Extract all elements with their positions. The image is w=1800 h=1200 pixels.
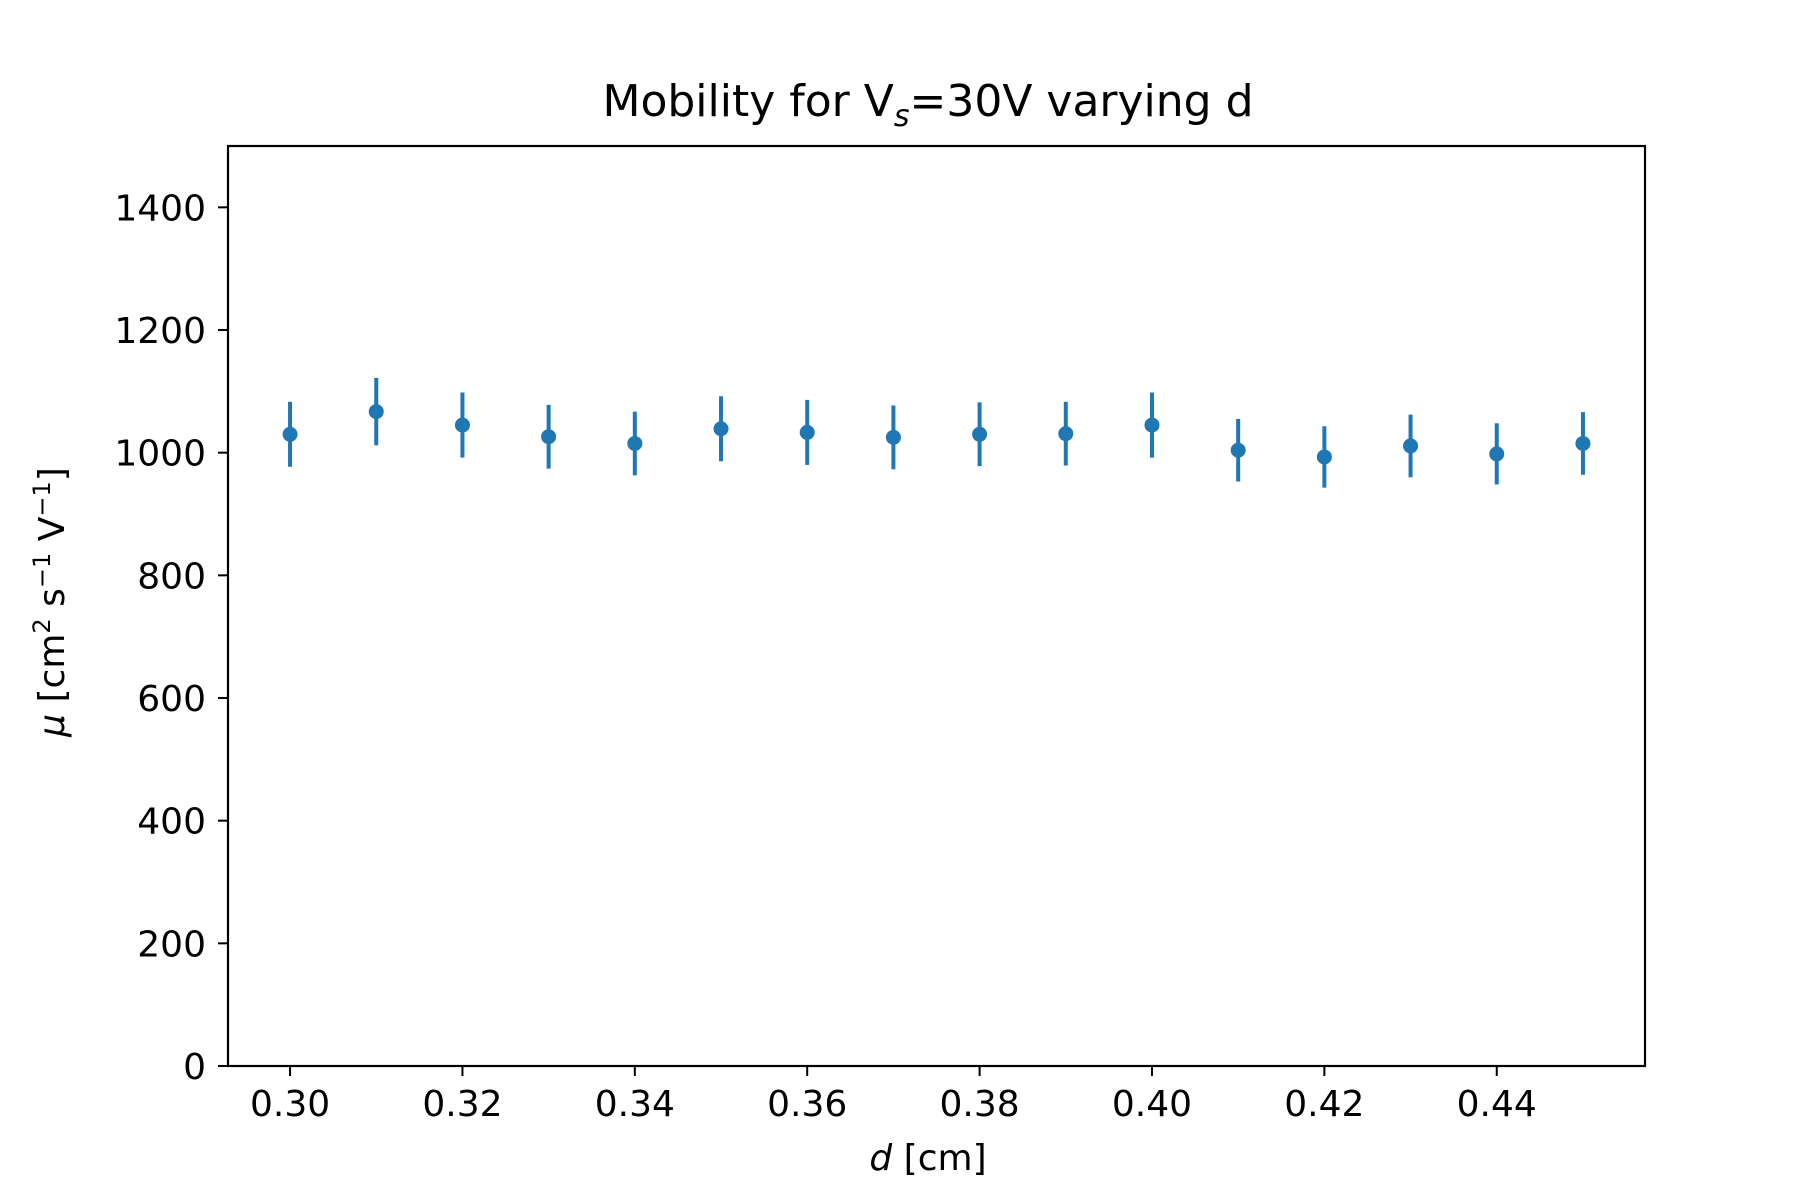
plot-area-frame <box>226 144 1647 1068</box>
data-point <box>1316 449 1332 465</box>
y-tick-label: 600 <box>137 679 206 720</box>
y-tick-label: 800 <box>137 556 206 597</box>
x-axis-label: d [cm] <box>869 1138 986 1179</box>
data-point <box>1489 446 1505 462</box>
y-axis-label: μ [cm2 s−1 V−1] <box>28 467 73 738</box>
data-point <box>799 424 815 440</box>
data-point <box>1230 442 1246 458</box>
data-point <box>1575 435 1591 451</box>
data-point <box>1058 426 1074 442</box>
x-tick-label: 0.36 <box>767 1084 847 1125</box>
data-point <box>282 426 298 442</box>
data-point <box>885 429 901 445</box>
x-tick-label: 0.34 <box>595 1084 675 1125</box>
x-tick-label: 0.40 <box>1112 1084 1192 1125</box>
y-tick-label: 0 <box>183 1047 206 1088</box>
x-tick-label: 0.44 <box>1457 1084 1537 1125</box>
y-tick-label: 1000 <box>114 434 206 475</box>
x-tick-label: 0.30 <box>250 1084 330 1125</box>
y-tick-label: 1400 <box>114 188 206 229</box>
data-point <box>368 404 384 420</box>
x-axis-ticks: 0.30 0.32 0.34 0.36 0.38 0.40 0.42 0.44 <box>250 1066 1537 1125</box>
y-tick-label: 400 <box>137 802 206 843</box>
data-point <box>1144 417 1160 433</box>
x-tick-label: 0.32 <box>422 1084 502 1125</box>
data-point <box>541 429 557 445</box>
data-point <box>454 417 470 433</box>
y-axis-ticks: 0 200 400 600 800 1000 1200 1400 <box>114 188 228 1088</box>
data-points <box>282 377 1591 488</box>
chart-title: Mobility for Vs=30V varying d <box>602 76 1253 134</box>
data-point <box>713 421 729 437</box>
y-tick-label: 1200 <box>114 311 206 352</box>
data-point <box>627 435 643 451</box>
x-tick-label: 0.42 <box>1284 1084 1364 1125</box>
x-tick-label: 0.38 <box>940 1084 1020 1125</box>
data-point <box>972 426 988 442</box>
y-tick-label: 200 <box>137 924 206 965</box>
data-point <box>1403 438 1419 454</box>
